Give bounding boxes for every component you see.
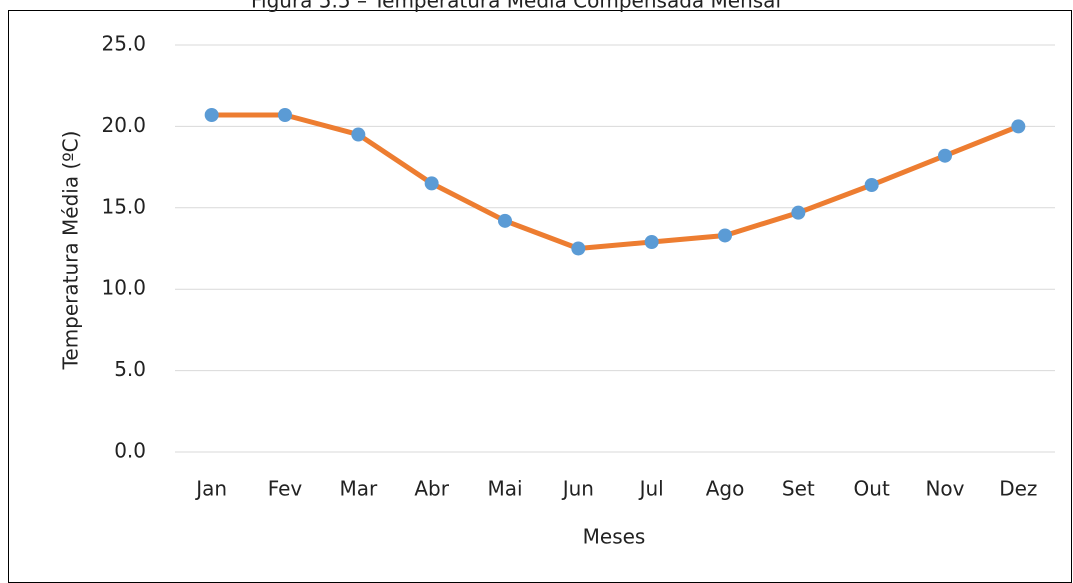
y-tick-label: 5.0	[114, 357, 146, 381]
y-tick-label: 20.0	[101, 113, 146, 137]
x-tick-label: Nov	[925, 477, 964, 501]
data-point	[864, 178, 879, 193]
data-point	[204, 108, 219, 123]
data-point	[498, 213, 512, 228]
x-tick-label: Set	[782, 477, 815, 501]
x-tick-label: Out	[854, 477, 890, 501]
data-point	[644, 234, 659, 249]
data-point	[718, 228, 732, 243]
y-tick-label: 10.0	[101, 276, 146, 300]
x-tick-label: Dez	[999, 477, 1037, 501]
y-axis-label: Temperatura Média (ºC)	[59, 131, 83, 371]
data-point	[1011, 119, 1026, 134]
x-axis-label: Meses	[583, 525, 646, 549]
x-tick-label: Jan	[194, 477, 227, 501]
x-tick-label: Ago	[706, 477, 745, 501]
data-point	[571, 241, 586, 256]
y-tick-label: 25.0	[101, 32, 146, 56]
chart-border	[8, 10, 1072, 583]
x-tick-label: Fev	[268, 477, 303, 501]
data-point	[791, 205, 806, 220]
y-tick-label: 15.0	[101, 194, 146, 218]
data-point	[278, 108, 292, 123]
x-tick-label: Jul	[638, 477, 664, 501]
x-tick-label: Mai	[487, 477, 522, 501]
series-line	[209, 112, 1021, 251]
data-point	[424, 176, 439, 191]
data-point	[351, 127, 366, 142]
x-tick-label: Mar	[339, 477, 378, 501]
x-tick-label: Jun	[561, 477, 594, 501]
chart-title: Figura 5.5 – Temperatura Média Compensad…	[251, 0, 781, 13]
x-tick-label: Abr	[414, 477, 449, 501]
data-point	[938, 148, 952, 163]
y-tick-label: 0.0	[114, 439, 146, 463]
